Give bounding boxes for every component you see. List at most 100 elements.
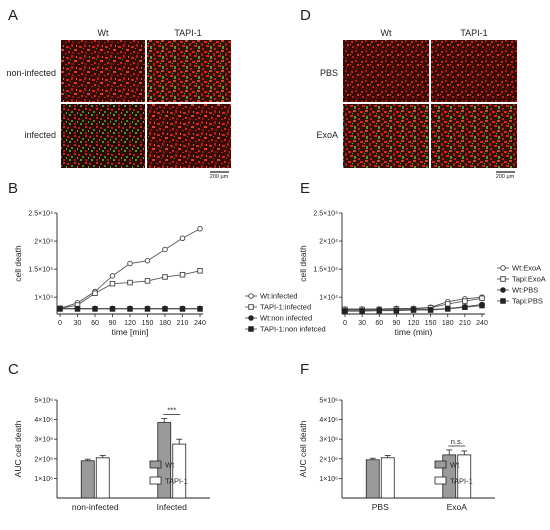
- y-axis-label: AUC cell death: [13, 420, 23, 477]
- x-category-label: PBS: [372, 502, 389, 512]
- data-point: [393, 307, 400, 314]
- data-point: [359, 308, 365, 314]
- data-point: [342, 308, 348, 314]
- x-tick-label: 30: [74, 320, 82, 327]
- data-point: [462, 298, 468, 304]
- y-tick-label: 2×10⁴: [34, 239, 53, 246]
- y-tick-label: 1×10⁶: [34, 476, 53, 483]
- y-tick-label: 4×10⁶: [34, 417, 53, 424]
- data-point: [376, 307, 383, 314]
- bar: [172, 443, 187, 499]
- y-axis-label: cell death: [298, 245, 308, 282]
- legend-entry: TAPI-1: [165, 477, 188, 486]
- bar: [80, 460, 95, 499]
- x-category-label: non-infected: [72, 502, 119, 512]
- bar: [95, 457, 110, 499]
- y-tick-label: 2.5×10⁴: [28, 211, 53, 218]
- micrograph-a-tapi-infected: [147, 104, 231, 168]
- legend-marker: [248, 304, 254, 310]
- x-category-label: Infected: [157, 502, 188, 512]
- chart-c: 1×10⁶ 2×10⁶ 3×10⁶ 4×10⁶ 5×10⁶ AUC cell death n…: [13, 398, 210, 512]
- y-tick-label: 2×10⁴: [319, 239, 338, 246]
- x-axis-label: time [min]: [112, 327, 149, 337]
- y-tick-label: 1.5×10⁴: [28, 267, 53, 274]
- data-point: [162, 274, 168, 280]
- data-point: [127, 306, 133, 312]
- legend-entry: Tapi:ExoA: [512, 275, 546, 284]
- data-point: [179, 235, 186, 241]
- x-tick-label: 180: [159, 320, 171, 327]
- data-point: [127, 260, 133, 267]
- chart-b: 1×10⁴ 1.5×10⁴ 2×10⁴ 2.5×10⁴ cell death 0 30 60 9…: [13, 211, 326, 338]
- significance-label: ***: [167, 406, 176, 415]
- x-tick-label: 90: [392, 320, 400, 327]
- x-tick-label: 120: [408, 320, 420, 327]
- data-point: [462, 304, 468, 311]
- x-tick-label: 240: [194, 320, 206, 327]
- significance-label: n.s.: [451, 437, 463, 446]
- panel-a-row-label-noninfected: non-infected: [6, 68, 56, 78]
- data-point: [57, 306, 63, 312]
- legend-marker: [500, 298, 506, 304]
- panel-a-col-label-tapi: TAPI-1: [174, 28, 201, 38]
- series-line-0: [59, 228, 201, 309]
- y-tick-label: 1×10⁴: [34, 295, 53, 302]
- micrograph-d-tapi-exoa: [431, 104, 517, 168]
- data-point: [197, 306, 203, 312]
- y-tick-label: 1×10⁶: [319, 476, 338, 483]
- legend-entry: TAPI-1: [450, 477, 473, 486]
- series-line-1: [59, 270, 201, 309]
- x-tick-label: 150: [142, 320, 154, 327]
- panel-d-col-label-wt: Wt: [381, 28, 392, 38]
- panel-label-a: A: [8, 7, 18, 24]
- data-point: [162, 306, 168, 312]
- data-point: [144, 278, 151, 284]
- x-tick-label: 240: [476, 320, 488, 327]
- x-tick-label: 0: [58, 320, 62, 327]
- legend-entry: Wt:infected: [260, 292, 298, 301]
- y-tick-label: 4×10⁶: [319, 417, 338, 424]
- data-point: [479, 295, 485, 302]
- x-tick-label: 150: [425, 320, 437, 327]
- data-point: [445, 306, 451, 312]
- legend-entry: TAPI-1:infected: [260, 303, 311, 312]
- legend-swatch: [149, 460, 162, 469]
- panel-label-d: D: [300, 7, 311, 24]
- legend-entry: TAPI-1:non infetced: [260, 325, 326, 334]
- scale-bar-d-label: 200 µm: [496, 174, 515, 180]
- y-axis-label: cell death: [13, 245, 23, 282]
- x-tick-label: 0: [343, 320, 347, 327]
- data-point: [479, 302, 485, 309]
- x-tick-label: 180: [442, 320, 454, 327]
- x-tick-label: 120: [124, 320, 136, 327]
- legend-marker: [248, 315, 254, 321]
- x-category-label: ExoA: [447, 502, 468, 512]
- data-point: [144, 306, 151, 312]
- y-tick-label: 2×10⁶: [34, 456, 53, 463]
- panel-label-b: B: [8, 180, 18, 197]
- legend-swatch: [434, 476, 447, 485]
- data-point: [179, 306, 186, 312]
- legend-marker: [500, 276, 506, 282]
- legend-entry: Tapi:PBS: [512, 297, 543, 306]
- panel-a-row-label-infected: infected: [24, 130, 56, 140]
- legend-entry: Wt:ExoA: [512, 264, 541, 273]
- legend-entry: Wt: [165, 461, 175, 470]
- legend-marker: [248, 326, 254, 332]
- y-tick-label: 1.5×10⁴: [313, 267, 338, 274]
- x-tick-label: 30: [358, 320, 366, 327]
- data-point: [445, 301, 451, 307]
- data-point: [92, 306, 98, 312]
- y-tick-label: 2.5×10⁴: [313, 211, 338, 218]
- legend-marker: [248, 293, 254, 299]
- x-axis-label: time (min): [395, 327, 433, 337]
- data-point: [74, 306, 81, 312]
- panel-d-col-label-tapi: TAPI-1: [460, 28, 487, 38]
- y-tick-label: 3×10⁶: [319, 437, 338, 444]
- legend-swatch: [434, 460, 447, 469]
- legend-entry: Wt:non infected: [260, 314, 312, 323]
- y-tick-label: 2×10⁶: [319, 456, 338, 463]
- panel-d-row-label-exoa: ExoA: [316, 130, 338, 140]
- panel-d-row-label-pbs: PBS: [320, 68, 338, 78]
